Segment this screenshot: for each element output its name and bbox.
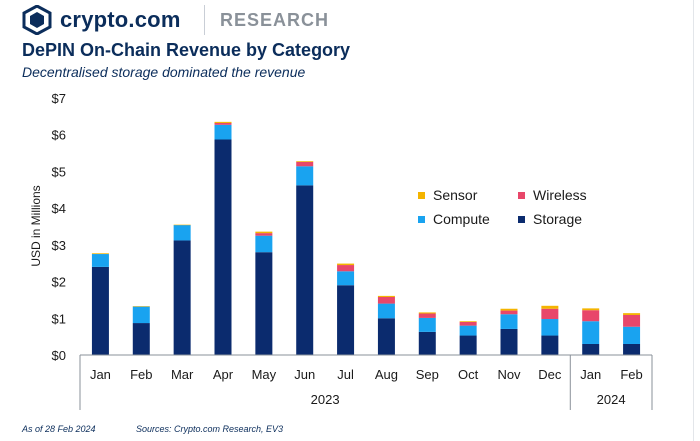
chart-title: DePIN On-Chain Revenue by Category <box>22 40 351 60</box>
bar-compute-oct <box>459 325 477 336</box>
bar-wireless-oct <box>459 321 477 326</box>
bar-compute-jan <box>91 254 109 267</box>
x-tick-label: Jul <box>337 367 354 382</box>
bar-sensor-jun <box>296 161 314 162</box>
bar-sensor-mar <box>173 224 191 226</box>
bar-compute-feb <box>132 306 150 324</box>
bar-wireless-jan <box>582 310 600 322</box>
bar-storage-dec <box>541 335 559 355</box>
brand-name: crypto.com <box>60 7 181 32</box>
bar-storage-jan <box>582 343 600 355</box>
bar-compute-nov <box>500 314 518 329</box>
bar-storage-oct <box>459 335 477 355</box>
chart-subtitle: Decentralised storage dominated the reve… <box>22 64 306 80</box>
x-tick-label: Oct <box>458 367 479 382</box>
right-border <box>693 0 694 441</box>
bar-storage-feb <box>623 343 641 355</box>
bar-storage-mar <box>173 240 191 355</box>
y-tick-label: $3 <box>52 238 66 253</box>
bar-sensor-dec <box>541 305 559 309</box>
bar-sensor-jul <box>337 263 355 266</box>
x-tick-label: Aug <box>375 367 398 382</box>
x-tick-label: Apr <box>213 367 234 382</box>
as-of-date: As of 28 Feb 2024 <box>22 424 96 434</box>
bar-wireless-jun <box>296 161 314 167</box>
y-tick-label: $2 <box>52 275 66 290</box>
year-label: 2023 <box>311 392 340 407</box>
x-tick-label: Feb <box>130 367 152 382</box>
year-label: 2024 <box>597 392 626 407</box>
bar-sensor-feb <box>132 306 150 307</box>
y-axis-label: USD in Millions <box>29 185 43 266</box>
bar-sensor-sep <box>418 312 436 314</box>
legend-label-sensor: Sensor <box>433 187 478 203</box>
y-tick-label: $6 <box>52 128 66 143</box>
header-divider <box>204 5 205 35</box>
bar-sensor-oct <box>459 321 477 322</box>
x-tick-label: Mar <box>171 367 194 382</box>
bar-compute-dec <box>541 319 559 336</box>
brand-logo: crypto.com <box>22 4 181 36</box>
x-tick-label: Sep <box>416 367 439 382</box>
y-tick-label: $7 <box>52 91 66 106</box>
legend-label-storage: Storage <box>533 211 582 227</box>
bar-wireless-may <box>255 233 273 236</box>
bar-compute-jul <box>337 271 355 286</box>
legend-swatch-wireless <box>518 192 525 199</box>
bar-compute-apr <box>214 124 232 140</box>
bar-wireless-nov <box>500 310 518 315</box>
y-tick-label: $5 <box>52 164 66 179</box>
bar-wireless-dec <box>541 308 559 320</box>
legend-label-compute: Compute <box>433 211 490 227</box>
x-tick-label: May <box>252 367 277 382</box>
y-tick-label: $0 <box>52 348 66 363</box>
bar-storage-nov <box>500 328 518 355</box>
bar-sensor-may <box>255 231 273 234</box>
bar-compute-feb <box>623 326 641 344</box>
bar-compute-aug <box>377 303 395 319</box>
x-tick-label: Dec <box>538 367 562 382</box>
bar-sensor-nov <box>500 308 518 311</box>
bar-storage-apr <box>214 139 232 355</box>
x-tick-label: Nov <box>497 367 521 382</box>
bar-compute-sep <box>418 317 436 332</box>
y-tick-label: $4 <box>52 201 66 216</box>
legend-swatch-compute <box>418 216 425 223</box>
sources-note: Sources: Crypto.com Research, EV3 <box>136 424 284 434</box>
x-tick-label: Jan <box>580 367 601 382</box>
bar-sensor-apr <box>214 121 232 123</box>
bar-storage-sep <box>418 331 436 355</box>
bar-compute-jan <box>582 321 600 344</box>
legend-swatch-sensor <box>418 192 425 199</box>
x-tick-label: Jun <box>294 367 315 382</box>
bar-storage-aug <box>377 318 395 355</box>
bar-compute-jun <box>296 166 314 186</box>
bar-storage-jun <box>296 185 314 355</box>
x-tick-label: Feb <box>620 367 642 382</box>
bar-wireless-sep <box>418 313 436 318</box>
x-tick-label: Jan <box>90 367 111 382</box>
legend-swatch-storage <box>518 216 525 223</box>
bar-sensor-aug <box>377 295 395 297</box>
bar-sensor-jan <box>91 253 109 255</box>
bar-wireless-jul <box>337 265 355 272</box>
bar-sensor-jan <box>582 308 600 311</box>
bar-wireless-feb <box>623 314 641 327</box>
section-label: RESEARCH <box>220 10 330 30</box>
bar-wireless-apr <box>214 122 232 125</box>
crypto-com-lion-icon <box>22 5 52 35</box>
y-tick-label: $1 <box>52 311 66 326</box>
bar-storage-feb <box>132 323 150 355</box>
bar-sensor-feb <box>623 313 641 315</box>
bar-storage-jul <box>337 285 355 355</box>
bar-wireless-aug <box>377 296 395 304</box>
bar-storage-jan <box>91 266 109 355</box>
legend-label-wireless: Wireless <box>533 187 587 203</box>
bar-compute-may <box>255 235 273 253</box>
bar-storage-may <box>255 252 273 355</box>
bar-compute-mar <box>173 225 191 241</box>
